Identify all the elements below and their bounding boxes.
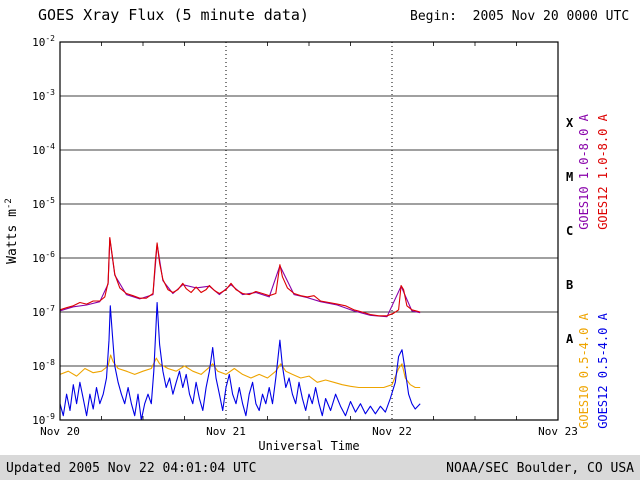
begin-timestamp: Begin: 2005 Nov 20 0000 UTC (410, 9, 629, 24)
series-goes10-0-5-4-0-a (59, 354, 421, 389)
plot-frame (59, 41, 559, 421)
gridlines (60, 42, 558, 420)
y-tick-label: 10-8 (32, 358, 55, 373)
chart-title: GOES Xray Flux (5 minute data) (38, 6, 309, 24)
y-tick-label: 10-5 (32, 196, 55, 211)
legend-label-goes10-1-0-8-0-a: GOES10 1.0-8.0 A (577, 113, 591, 229)
x-tick-label-nov21: Nov 21 (206, 425, 246, 438)
y-tick-label: 10-7 (32, 304, 55, 319)
series-goes12-0-5-4-0-a (59, 301, 421, 421)
flare-class-a: A (566, 332, 574, 346)
y-tick-label: 10-6 (32, 250, 55, 265)
y-axis-title: Watts m-2 (4, 198, 20, 264)
updated-timestamp: Updated 2005 Nov 22 04:01:04 UTC (6, 461, 256, 476)
credit-label: NOAA/SEC Boulder, CO USA (446, 461, 634, 476)
y-tick-label: 10-9 (32, 412, 55, 427)
legend-label-goes12-0-5-4-0-a: GOES12 0.5-4.0 A (596, 312, 610, 428)
flare-class-x: X (566, 116, 574, 130)
y-tick-label: 10-4 (32, 142, 55, 157)
legend-label-goes12-1-0-8-0-a: GOES12 1.0-8.0 A (596, 113, 610, 229)
footer-bar (0, 455, 640, 480)
series-goes12-1-0-8-0-a (59, 236, 421, 317)
flare-class-b: B (566, 278, 573, 292)
y-tick-label: 10-2 (32, 34, 55, 49)
x-tick-label-nov22: Nov 22 (372, 425, 412, 438)
x-tick-label-nov20: Nov 20 (40, 425, 80, 438)
legend-labels: GOES10 1.0-8.0 A GOES12 1.0-8.0 A GOES10 0… (577, 113, 610, 428)
y-tick-label: 10-3 (32, 88, 55, 103)
legend-label-goes10-0-5-4-0-a: GOES10 0.5-4.0 A (577, 312, 591, 428)
flare-class-m: M (566, 170, 573, 184)
flare-class-c: C (566, 224, 573, 238)
data-series (59, 236, 421, 421)
axis-annotations: Watts m-2 X M C B A (4, 116, 574, 346)
x-axis-title: Universal Time (258, 439, 359, 453)
x-tick-label-nov23: Nov 23 (538, 425, 578, 438)
y-tick-labels: 10-2 10-3 10-4 10-5 10-6 10-7 10-8 10-9 (32, 34, 55, 427)
